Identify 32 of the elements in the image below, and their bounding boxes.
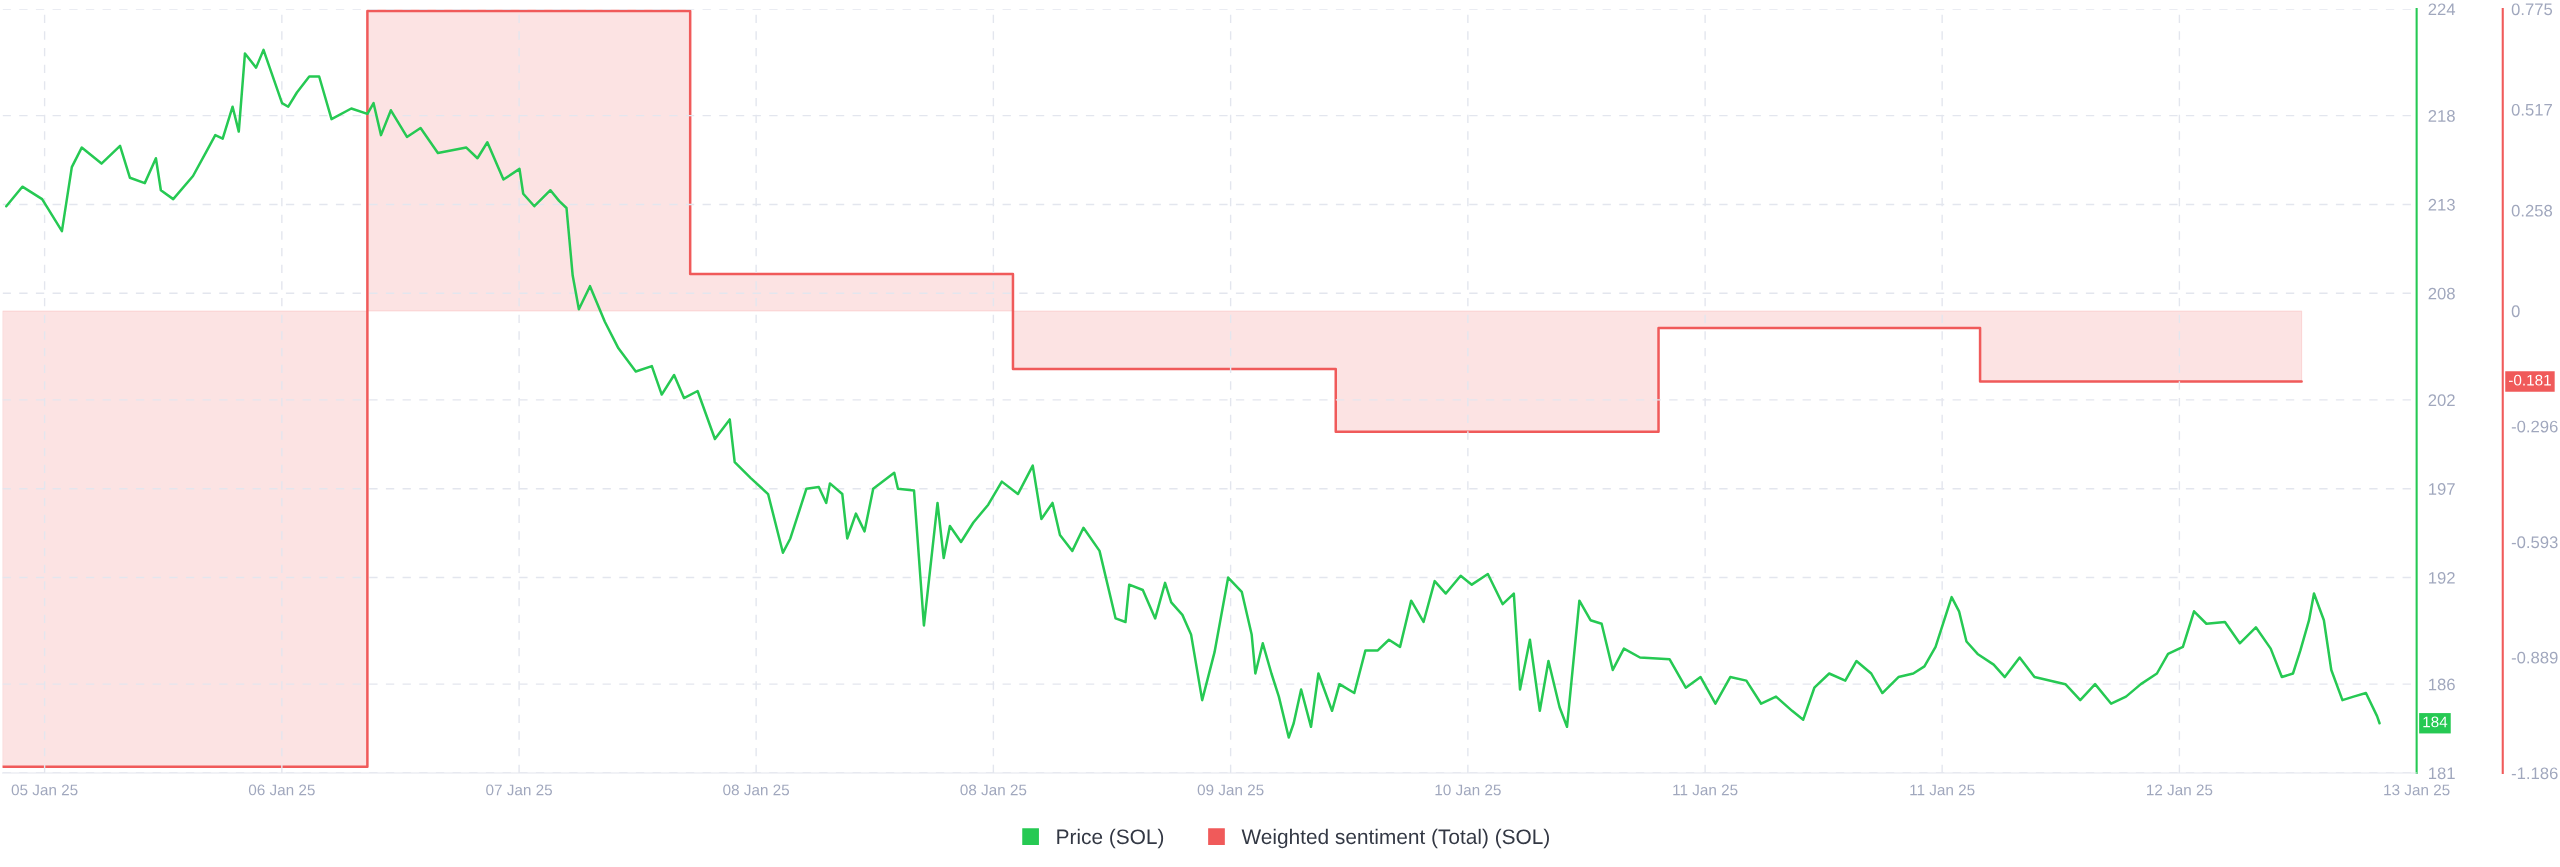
y-tick-label: 197 <box>2429 483 2455 495</box>
y2-tick-label: -0.296 <box>2511 420 2558 433</box>
y2-tick-label: 0.258 <box>2511 204 2553 217</box>
y2-tick-label: 0 <box>2511 305 2520 318</box>
x-tick-label: 11 Jan 25 <box>1673 784 1738 796</box>
x-tick-label: 08 Jan 25 <box>723 784 790 796</box>
legend-label: Price (SOL) <box>1057 828 1164 849</box>
x-tick-label: 06 Jan 25 <box>248 784 315 796</box>
y2-tick-label: 0.517 <box>2511 103 2552 116</box>
y-tick-label: 186 <box>2429 678 2455 691</box>
y2-tick-label: -1.186 <box>2511 767 2558 780</box>
y-tick-label: 213 <box>2428 198 2455 211</box>
y2-tick-label: 0.775 <box>2511 3 2553 16</box>
legend-label: Weighted sentiment (Total) (SOL) <box>1241 828 1549 849</box>
y-tick-label: 208 <box>2428 287 2455 300</box>
y2-tick-label: -0.593 <box>2511 536 2558 549</box>
x-tick-label: 11 Jan 25 <box>1910 784 1975 796</box>
y-tick-label: 224 <box>2428 3 2456 16</box>
x-tick-label: 05 Jan 25 <box>11 784 78 796</box>
y2-tick-label: -0.889 <box>2511 651 2558 664</box>
x-tick-label: 09 Jan 25 <box>1197 784 1264 796</box>
y-tick-label: 202 <box>2428 394 2455 407</box>
x-tick-label: 08 Jan 25 <box>960 784 1027 796</box>
y-tick-label: 192 <box>2429 571 2455 584</box>
x-tick-label: 10 Jan 25 <box>1435 784 1501 796</box>
y-tick-label: 218 <box>2428 110 2455 122</box>
x-tick-label: 13 Jan 25 <box>2384 784 2450 796</box>
x-tick-label: 07 Jan 25 <box>486 784 553 796</box>
x-tick-label: 12 Jan 25 <box>2147 784 2213 796</box>
y-tick-label: 181 <box>2429 767 2455 780</box>
text: 184 <box>2423 716 2448 728</box>
text: -0.181 <box>2508 374 2551 386</box>
